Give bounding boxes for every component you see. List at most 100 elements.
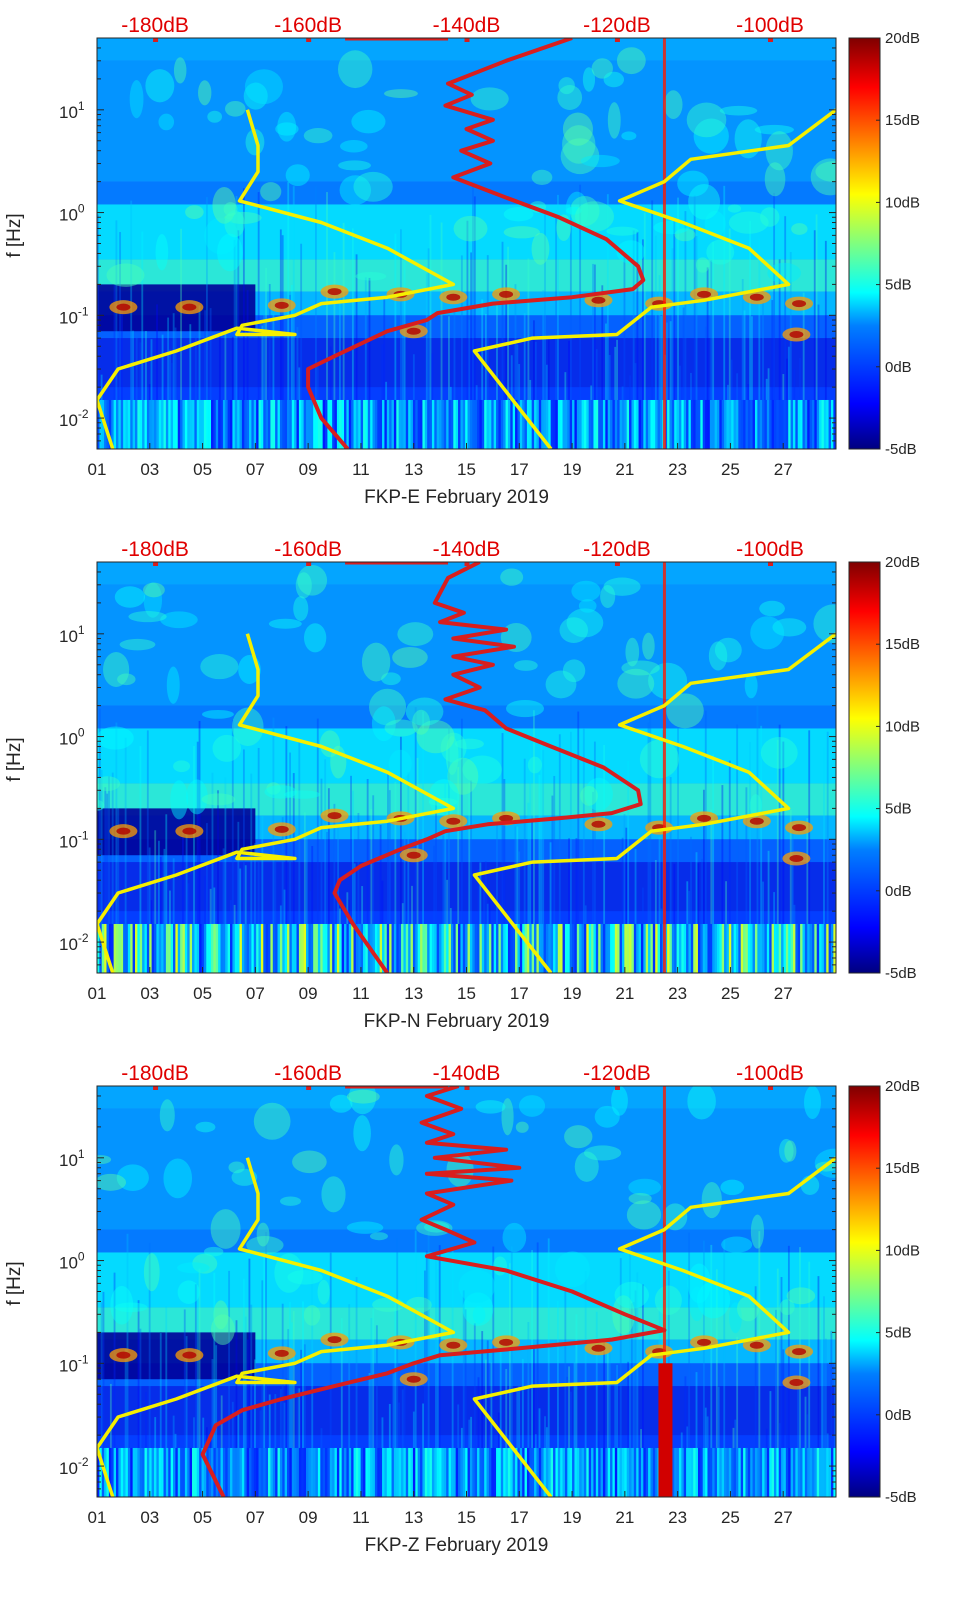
heatmap-cell [182,923,186,973]
heatmap-cell [241,923,245,973]
heatmap-cell [284,1447,288,1497]
heatmap-cell [237,1447,240,1497]
heatmap-streak [235,196,238,449]
heatmap-blob [475,1100,506,1114]
heatmap-cell [289,923,293,973]
heatmap-cell [382,923,385,973]
heatmap-cell [650,399,654,449]
heatmap-blob [704,210,726,237]
heatmap-streak [501,733,504,973]
heatmap-streak [533,320,535,449]
heatmap-streak [102,1291,105,1497]
heatmap-streak [351,790,354,973]
heatmap-cell [714,1447,718,1497]
heatmap-cell [239,1447,243,1497]
heatmap-hotspot [789,1379,804,1387]
heatmap-cell [127,923,131,973]
heatmap-cell [230,1447,233,1497]
heatmap-cell [629,923,632,973]
heatmap-cell [199,1447,202,1497]
heatmap-cell [351,1447,354,1497]
heatmap-blob [204,1246,224,1257]
heatmap-hotspot [789,855,804,863]
x-tick-label: 15 [457,1508,476,1527]
x-tick-label: 21 [615,460,634,479]
heatmap-cell [610,1447,613,1497]
x-tick-label: 07 [246,460,265,479]
heatmap-cell [524,1447,528,1497]
heatmap-hotspot [182,827,197,835]
colorbar-tick-label: -5dB [885,1489,917,1506]
heatmap-hotspot [792,824,807,832]
heatmap-cell [640,1447,644,1497]
heatmap-cell [650,1447,654,1497]
heatmap-streak [558,734,561,973]
heatmap-cell [469,399,473,449]
heatmap-cell [189,1447,193,1497]
heatmap-streak [326,192,328,449]
heatmap-cell [111,923,114,973]
heatmap-cell [225,1447,228,1497]
heatmap-cell [488,1447,492,1497]
heatmap-streak [451,1249,454,1497]
heatmap-streak [98,708,101,973]
heatmap-blob [696,1281,731,1319]
heatmap-streak [527,258,530,449]
yellow-noise-model-curve [97,633,456,973]
heatmap-streak [547,336,550,449]
heatmap-cell [341,399,345,449]
heatmap-cell [655,1447,658,1497]
heatmap-streak [514,284,517,449]
heatmap-cell [678,1447,682,1497]
heatmap-streak [263,310,266,449]
heatmap-cell [408,399,411,449]
heatmap-blob [283,790,321,799]
heatmap-streak [830,1330,833,1497]
heatmap-streak [806,818,809,973]
heatmap-streak [139,342,142,449]
heatmap-streak [754,1286,757,1497]
heatmap-streak [372,1308,375,1497]
heatmap-cell [612,399,616,449]
heatmap-streak [239,868,242,973]
heatmap-cell [315,399,319,449]
y-tick-label: 10-2 [59,407,89,430]
heatmap-blob [212,734,242,762]
heatmap-streak [568,1366,570,1497]
heatmap-cell [431,1447,435,1497]
heatmap-cell [486,399,490,449]
heatmap-cell [676,923,680,973]
heatmap-cell [439,923,442,973]
heatmap-blob [110,1285,134,1325]
x-tick-label: 23 [668,984,687,1003]
y-tick-label: 10-2 [59,1455,89,1478]
heatmap-streak [436,1269,439,1497]
heatmap-streak [231,720,234,973]
heatmap-streak [327,788,330,973]
heatmap-hotspot [499,814,514,822]
heatmap-streak [516,826,519,973]
heatmap-cell [564,399,568,449]
heatmap-cell [538,923,542,973]
heatmap-cell [750,1447,753,1497]
heatmap-cell [484,923,487,973]
heatmap-cell [427,399,430,449]
top-db-axis: -180dB -160dB -140dB -120dB -100dB [121,1062,804,1085]
heatmap-cell [664,923,668,973]
heatmap-cell [99,1447,103,1497]
heatmap-blob [260,182,282,202]
heatmap-blob [574,1151,599,1182]
heatmap-streak [220,1395,223,1497]
axes [96,1085,837,1498]
heatmap-cell [329,399,333,449]
heatmap-cell [308,923,312,973]
heatmap-cell [211,923,214,973]
heatmap-cell [187,923,190,973]
heatmap-cell [500,923,504,973]
heatmap-cell [401,923,404,973]
heatmap-cell [671,923,675,973]
heatmap-cell [605,1447,609,1497]
heatmap-cell [346,923,350,973]
heatmap-cell [365,1447,369,1497]
heatmap-cell [322,923,326,973]
